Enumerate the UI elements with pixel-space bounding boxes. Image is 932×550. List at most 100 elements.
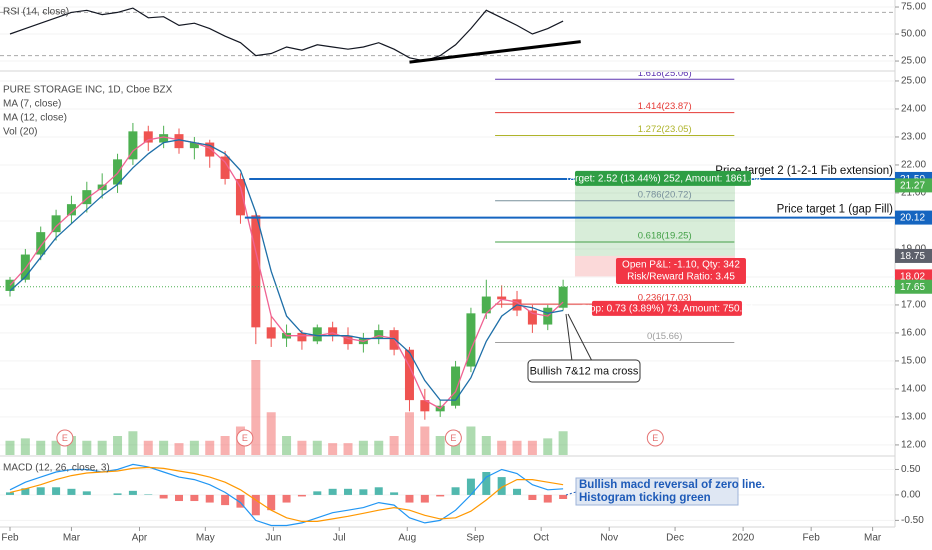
histogram-bar <box>482 472 491 495</box>
volume-bar <box>205 440 215 455</box>
volume-bar <box>251 360 261 455</box>
candle-body <box>113 159 123 185</box>
volume-bar <box>420 426 430 455</box>
candle-body <box>51 215 61 233</box>
candle-body <box>36 232 46 255</box>
volume-bar <box>36 440 46 455</box>
x-tick-label: Mar <box>864 533 882 544</box>
candle-body <box>328 327 338 336</box>
volume-bar <box>189 440 199 455</box>
earnings-marker <box>56 429 74 447</box>
volume-bar <box>527 440 537 455</box>
earnings-marker <box>236 429 254 447</box>
y-tick-label: 50.00 <box>901 29 926 40</box>
histogram-bar <box>543 494 552 503</box>
price-label: 17.65 <box>900 282 925 293</box>
candle-body <box>251 215 261 328</box>
histogram-bar <box>159 494 168 499</box>
histogram-bar <box>528 494 537 501</box>
macd-panel <box>0 463 895 527</box>
histogram-bar <box>113 493 122 495</box>
stop-text: Stop: 0.73 (3.89%) 73, Amount: 750.34 <box>581 304 754 315</box>
y-tick-label: 22.00 <box>901 160 926 171</box>
ma-line <box>9 136 564 410</box>
histogram-bar <box>52 487 61 495</box>
signal-line <box>9 466 564 522</box>
x-tick-label: Dec <box>666 533 684 544</box>
histogram-bar <box>420 494 429 503</box>
y-tick-label: 14.00 <box>901 384 926 395</box>
rsi-trendline <box>409 40 581 64</box>
volume-bar <box>174 443 184 455</box>
x-tick-label: Jul <box>333 533 346 544</box>
volume-bar <box>543 438 553 455</box>
target-text-box <box>574 170 751 186</box>
histogram-bar <box>251 494 260 516</box>
volume-bar <box>328 443 338 455</box>
x-tick-label: Feb <box>803 533 821 544</box>
volume-bar <box>374 440 384 455</box>
candle-body <box>5 279 15 291</box>
price-label-box <box>895 178 932 193</box>
volume-bar <box>82 440 92 455</box>
histogram-bar <box>144 494 153 495</box>
candle-body <box>527 310 537 325</box>
annotation-text: Bullish macd reversal of zero line. <box>579 479 765 491</box>
annotation-box <box>575 477 739 506</box>
y-tick-label: 25.00 <box>901 76 926 87</box>
price-label-box <box>895 279 932 294</box>
histogram-bar <box>313 491 322 495</box>
histogram-bar <box>328 488 337 495</box>
x-tick-label: May <box>196 533 215 544</box>
y-tick-label: 21.00 <box>901 188 926 199</box>
candle-body <box>374 330 384 339</box>
histogram-bar <box>374 487 383 495</box>
panel-title: MACD (12, 26, close, 3) <box>3 463 110 474</box>
candle-body <box>205 142 215 157</box>
volume-bar <box>297 440 307 455</box>
histogram-bar <box>451 487 460 495</box>
histogram-bar <box>466 478 475 495</box>
histogram-bar <box>297 494 306 497</box>
target-zone <box>574 185 735 256</box>
y-tick-label: 25.00 <box>901 56 926 67</box>
candle-body <box>297 332 307 342</box>
volume-bar <box>143 440 153 455</box>
annotation-text: Bullish 7&12 ma cross <box>530 365 639 377</box>
fib-label: 1.618(25.06) <box>638 68 692 79</box>
candle-body <box>66 204 76 216</box>
volume-bar <box>481 436 491 455</box>
histogram-bar <box>36 487 45 495</box>
pnl-text: Open P&L: -1.10, Qty: 342 <box>622 260 740 271</box>
histogram-bar <box>282 494 291 503</box>
y-tick-label: 13.00 <box>901 412 926 423</box>
histogram-bar <box>190 494 199 502</box>
candle-body <box>451 366 461 406</box>
panel-title: RSI (14, close) <box>3 7 69 18</box>
volume-bar <box>113 436 123 455</box>
legend-entry: MA (7, close) <box>3 99 61 110</box>
target-label: Price target 2 (1-2-1 Fib extension) <box>715 165 893 177</box>
x-tick-label: Nov <box>600 533 618 544</box>
x-tick-label: Sep <box>466 533 484 544</box>
volume-bar <box>220 436 230 455</box>
histogram-bar <box>436 494 445 497</box>
y-tick-label: 0.00 <box>901 490 921 501</box>
x-tick-label: 2020 <box>732 533 755 544</box>
volume-bar <box>435 436 445 455</box>
earnings-label: E <box>652 433 658 443</box>
candle-body <box>128 131 138 160</box>
x-tick-label: Aug <box>398 533 416 544</box>
legend-entry: Vol (20) <box>3 127 37 138</box>
volume-bar <box>5 440 15 455</box>
candle-body <box>558 286 568 308</box>
histogram-bar <box>128 490 137 495</box>
volume-bar <box>404 412 414 455</box>
fib-label: 1.414(23.87) <box>638 101 692 112</box>
histogram-bar <box>67 488 76 495</box>
rsi-line <box>9 7 564 62</box>
y-tick-label: 15.00 <box>901 356 926 367</box>
volume-bar <box>512 440 522 455</box>
candle-body <box>389 330 399 350</box>
